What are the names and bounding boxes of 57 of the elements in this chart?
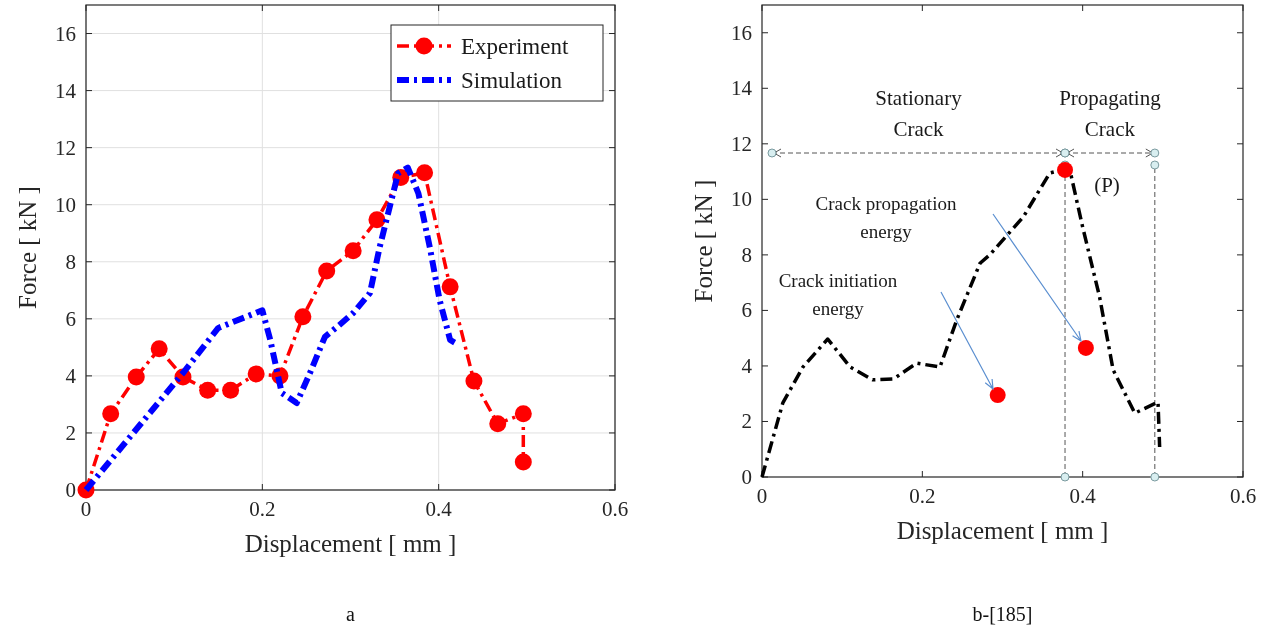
point bbox=[989, 387, 1006, 404]
point bbox=[1077, 339, 1094, 356]
x-tick-label: 0 bbox=[80, 497, 92, 521]
annotation: Stationary Crack bbox=[875, 86, 963, 141]
point bbox=[514, 453, 532, 471]
x-tick-label: 0.4 bbox=[1069, 484, 1097, 508]
y-tick-label: 12 bbox=[55, 135, 76, 160]
point bbox=[102, 405, 120, 423]
point bbox=[199, 381, 217, 399]
legend-label: Experiment bbox=[461, 34, 569, 59]
point bbox=[1057, 161, 1074, 178]
point bbox=[318, 262, 336, 280]
point bbox=[294, 308, 312, 326]
point bbox=[344, 242, 362, 260]
x-tick-label: 0.2 bbox=[909, 484, 936, 508]
y-tick-label: 2 bbox=[741, 409, 752, 434]
y-tick-label: 16 bbox=[731, 20, 752, 45]
annotation: Crack propagation energy bbox=[815, 193, 957, 242]
y-tick-label: 8 bbox=[741, 242, 752, 267]
x-tick-label: 0.6 bbox=[1229, 484, 1257, 508]
text: a bbox=[346, 603, 356, 625]
y-tick-label: 6 bbox=[65, 306, 76, 331]
point bbox=[441, 278, 459, 296]
x-axis-title: Displacement [ mm ] bbox=[244, 530, 457, 557]
y-tick-label: 14 bbox=[731, 76, 753, 101]
y-tick-label: 6 bbox=[741, 298, 752, 323]
y-tick-label: 4 bbox=[65, 363, 77, 388]
y-tick-label: 4 bbox=[741, 353, 753, 378]
y-axis-title: Force [ kN ] bbox=[690, 179, 717, 303]
y-tick-label: 12 bbox=[731, 131, 752, 156]
x-tick-label: 0.4 bbox=[425, 497, 453, 521]
annotation: Crack initiation energy bbox=[778, 270, 898, 319]
point bbox=[247, 365, 265, 383]
point bbox=[489, 415, 507, 433]
x-tick-label: 0.2 bbox=[249, 497, 276, 521]
point bbox=[416, 164, 434, 182]
point bbox=[222, 381, 240, 399]
x-axis-title: Displacement [ mm ] bbox=[896, 517, 1109, 544]
point bbox=[150, 340, 168, 358]
y-tick-label: 8 bbox=[65, 249, 76, 274]
y-tick-label: 0 bbox=[741, 465, 752, 489]
point bbox=[465, 372, 483, 390]
x-tick-label: 0.6 bbox=[601, 497, 629, 521]
x-tick-label: 0 bbox=[756, 484, 768, 508]
point bbox=[514, 405, 532, 423]
y-tick-label: 10 bbox=[55, 192, 76, 217]
y-axis-title: Force [ kN ] bbox=[14, 186, 41, 309]
annotation: Propagating Crack bbox=[1059, 86, 1162, 141]
y-tick-label: 10 bbox=[731, 187, 752, 212]
annotation: (P) bbox=[1094, 172, 1120, 197]
y-tick-label: 14 bbox=[55, 78, 77, 103]
point bbox=[368, 211, 386, 229]
point bbox=[127, 368, 145, 386]
text: b-[185] bbox=[972, 603, 1033, 625]
legend-label: Simulation bbox=[461, 68, 563, 93]
y-tick-label: 2 bbox=[65, 420, 76, 445]
y-tick-label: 16 bbox=[55, 21, 76, 46]
